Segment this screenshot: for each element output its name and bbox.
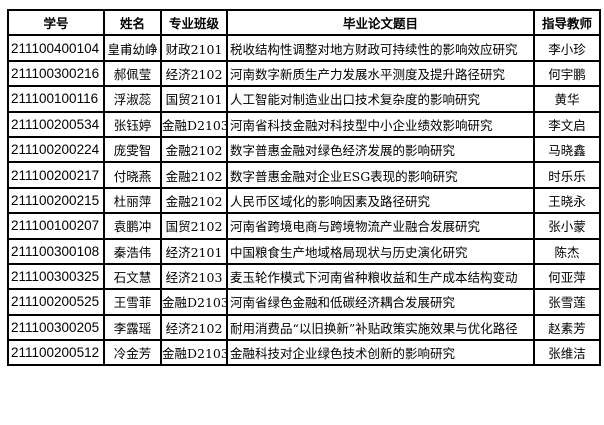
- table-row: 211100300108 秦浩伟 经济2101 中国粮食生产地域格局现状与历史演化研究…: [7, 237, 601, 265]
- cell-class: 经济2101: [160, 237, 228, 265]
- cell-name: 冷金芳: [103, 339, 162, 367]
- cell-student-id: 211100300325: [7, 262, 105, 291]
- cell-thesis-title: 数字普惠金融对绿色经济发展的影响研究: [226, 135, 535, 164]
- cell-thesis-title: 人民币区域化的影响因素及路径研究: [226, 186, 535, 215]
- cell-class: 经济2103: [160, 262, 228, 291]
- cell-thesis-title: 河南省跨境电商与跨境物流产业融合发展研究: [226, 212, 535, 240]
- cell-class: 金融2102: [160, 186, 228, 215]
- cell-thesis-title: 河南省科技金融对科技型中小企业绩效影响研究: [226, 110, 535, 138]
- cell-name: 李露瑶: [103, 313, 162, 342]
- cell-class: 金融2102: [160, 135, 228, 164]
- cell-class: 国贸2101: [160, 85, 228, 113]
- cell-class: 金融D2103: [160, 110, 228, 138]
- cell-student-id: 211100200215: [7, 186, 105, 215]
- table-row: 211100100116 浮淑蕊 国贸2101 人工智能对制造业出口技术复杂度的影响研…: [7, 85, 601, 113]
- cell-student-id: 211100200224: [7, 135, 105, 164]
- cell-thesis-title: 税收结构性调整对地方财政可持续性的影响效应研究: [226, 34, 535, 62]
- cell-thesis-title: 耐用消费品“以旧换新”补贴政策实施效果与优化路径: [226, 313, 535, 342]
- cell-name: 袁鹏冲: [103, 212, 162, 240]
- cell-student-id: 211100200534: [7, 110, 105, 138]
- cell-student-id: 211100300216: [7, 59, 105, 88]
- thesis-table: 学号 姓名 专业班级 毕业论文题目 指导教师 211100400104 皇甫幼峥 财政210…: [7, 8, 601, 367]
- cell-student-id: 211100100207: [7, 212, 105, 240]
- cell-name: 王雪菲: [103, 288, 162, 316]
- cell-class: 经济2102: [160, 59, 228, 88]
- cell-name: 庞雯智: [103, 135, 162, 164]
- cell-advisor: 张雪莲: [533, 288, 601, 316]
- cell-name: 付晓燕: [103, 161, 162, 189]
- cell-student-id: 211100400104: [7, 34, 105, 62]
- header-class: 专业班级: [160, 8, 228, 37]
- cell-advisor: 张小蒙: [533, 212, 601, 240]
- cell-thesis-title: 中国粮食生产地域格局现状与历史演化研究: [226, 237, 535, 265]
- cell-name: 浮淑蕊: [103, 85, 162, 113]
- cell-thesis-title: 河南数字新质生产力发展水平测度及提升路径研究: [226, 59, 535, 88]
- table-row: 211100200534 张钰婷 金融D2103 河南省科技金融对科技型中小企业绩效影…: [7, 110, 601, 138]
- cell-student-id: 211100300205: [7, 313, 105, 342]
- cell-student-id: 211100300108: [7, 237, 105, 265]
- cell-name: 杜丽萍: [103, 186, 162, 215]
- cell-name: 皇甫幼峥: [103, 34, 162, 62]
- header-name: 姓名: [103, 8, 162, 37]
- cell-name: 秦浩伟: [103, 237, 162, 265]
- cell-class: 金融D2103: [160, 288, 228, 316]
- cell-advisor: 李小珍: [533, 34, 601, 62]
- cell-advisor: 赵素芳: [533, 313, 601, 342]
- table-row: 211100200525 王雪菲 金融D2103 河南省绿色金融和低碳经济耦合发展研究…: [7, 288, 601, 316]
- cell-thesis-title: 人工智能对制造业出口技术复杂度的影响研究: [226, 85, 535, 113]
- table-row: 211100300325 石文慧 经济2103 麦玉轮作模式下河南省种粮收益和生产成本…: [7, 262, 601, 291]
- table-row: 211100200217 付晓燕 金融2102 数字普惠金融对企业ESG表现的影响研究…: [7, 161, 601, 189]
- cell-advisor: 李文启: [533, 110, 601, 138]
- header-student-id: 学号: [7, 8, 105, 37]
- table-row: 211100300216 郝佩莹 经济2102 河南数字新质生产力发展水平测度及提升路…: [7, 59, 601, 88]
- cell-thesis-title: 麦玉轮作模式下河南省种粮收益和生产成本结构变动: [226, 262, 535, 291]
- cell-student-id: 211100200525: [7, 288, 105, 316]
- header-thesis-title: 毕业论文题目: [226, 8, 535, 37]
- cell-advisor: 陈杰: [533, 237, 601, 265]
- table-row: 211100200512 冷金芳 金融D2103 金融科技对企业绿色技术创新的影响研究…: [7, 339, 601, 367]
- cell-advisor: 何亚萍: [533, 262, 601, 291]
- cell-thesis-title: 河南省绿色金融和低碳经济耦合发展研究: [226, 288, 535, 316]
- cell-advisor: 黄华: [533, 85, 601, 113]
- cell-student-id: 211100100116: [7, 85, 105, 113]
- header-advisor: 指导教师: [533, 8, 601, 37]
- cell-name: 郝佩莹: [103, 59, 162, 88]
- table-row: 211100100207 袁鹏冲 国贸2102 河南省跨境电商与跨境物流产业融合发展研…: [7, 212, 601, 240]
- cell-name: 石文慧: [103, 262, 162, 291]
- cell-advisor: 何宇鹏: [533, 59, 601, 88]
- table-row: 211100200224 庞雯智 金融2102 数字普惠金融对绿色经济发展的影响研究马…: [7, 135, 601, 164]
- cell-advisor: 马晓鑫: [533, 135, 601, 164]
- cell-advisor: 王晓永: [533, 186, 601, 215]
- cell-class: 经济2102: [160, 313, 228, 342]
- cell-advisor: 时乐乐: [533, 161, 601, 189]
- cell-class: 财政2101: [160, 34, 228, 62]
- header-row: 学号 姓名 专业班级 毕业论文题目 指导教师: [7, 8, 601, 37]
- cell-thesis-title: 数字普惠金融对企业ESG表现的影响研究: [226, 161, 535, 189]
- table-row: 211100200215 杜丽萍 金融2102 人民币区域化的影响因素及路径研究 王晓永: [7, 186, 601, 215]
- cell-class: 金融D2103: [160, 339, 228, 367]
- cell-class: 国贸2102: [160, 212, 228, 240]
- cell-thesis-title: 金融科技对企业绿色技术创新的影响研究: [226, 339, 535, 367]
- cell-class: 金融2102: [160, 161, 228, 189]
- cell-name: 张钰婷: [103, 110, 162, 138]
- cell-student-id: 211100200217: [7, 161, 105, 189]
- table-row: 211100300205 李露瑶 经济2102 耐用消费品“以旧换新”补贴政策实施效果…: [7, 313, 601, 342]
- table-row: 211100400104 皇甫幼峥 财政2101 税收结构性调整对地方财政可持续性的影…: [7, 34, 601, 62]
- cell-student-id: 211100200512: [7, 339, 105, 367]
- cell-advisor: 张维洁: [533, 339, 601, 367]
